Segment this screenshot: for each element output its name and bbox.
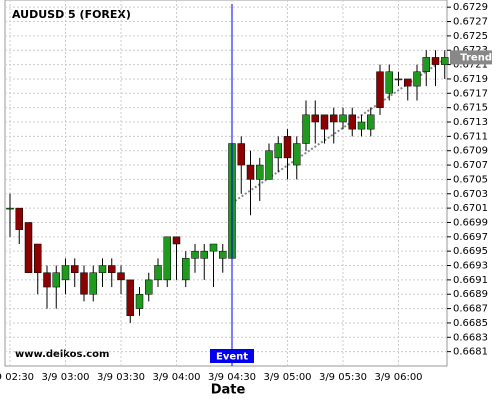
candle-body <box>209 243 218 252</box>
candle-body <box>431 57 440 65</box>
x-tick-label: 3/9 03:00 <box>41 372 89 383</box>
y-tick-label: 0.6713 <box>453 117 488 128</box>
candle-body <box>145 279 153 295</box>
y-tick-label: 0.6687 <box>453 304 488 315</box>
candle-body <box>283 136 292 159</box>
candle-body <box>172 236 181 245</box>
candle-body <box>61 265 70 281</box>
y-tick-label: 0.6693 <box>453 261 488 272</box>
y-tick-label: 0.6695 <box>453 246 488 257</box>
y-tick-label: 0.6703 <box>453 189 488 200</box>
y-tick-label: 0.6721 <box>453 60 488 71</box>
candle-body <box>339 114 347 123</box>
candle-body <box>265 150 273 180</box>
y-tick-label: 0.6685 <box>453 318 488 329</box>
candle-body <box>191 250 199 259</box>
y-tick-label: 0.6707 <box>453 160 488 171</box>
y-tick-label: 0.6715 <box>453 103 488 114</box>
candle-body <box>330 114 338 123</box>
y-tick-label: 0.6729 <box>453 2 488 13</box>
candle-body <box>394 78 403 81</box>
candle-body <box>200 250 208 259</box>
x-tick-label: 3/9 03:30 <box>97 372 145 383</box>
candle-body <box>71 265 79 273</box>
trend-label-box <box>450 50 492 65</box>
trend-line <box>234 56 448 202</box>
plot-frame <box>4 0 448 367</box>
candle-body <box>24 222 33 273</box>
y-tick-label: 0.6683 <box>453 332 488 343</box>
candle-body <box>154 265 162 281</box>
candle-body <box>302 114 310 144</box>
y-tick-label: 0.6711 <box>453 131 488 142</box>
candle-body <box>117 272 125 281</box>
y-tick-label: 0.6717 <box>453 88 488 99</box>
y-tick-label: 0.6697 <box>453 232 488 243</box>
candle-body <box>219 250 227 259</box>
y-tick-label: 0.6689 <box>453 289 488 300</box>
x-tick-label: 3/9 05:00 <box>263 372 311 383</box>
trend-label: Trend <box>460 52 492 63</box>
candle-body <box>422 57 430 73</box>
x-tick-label: 3/9 04:30 <box>208 372 256 383</box>
candle-body <box>320 114 329 130</box>
event-label-box <box>210 349 254 363</box>
candle-body <box>376 71 384 108</box>
candle-body <box>293 143 301 166</box>
candle-body <box>385 71 393 94</box>
candle-body <box>413 71 421 87</box>
y-tick-label: 0.6699 <box>453 217 488 228</box>
candle-body <box>404 78 412 87</box>
x-tick-label: 3/9 05:30 <box>319 372 367 383</box>
y-tick-label: 0.6727 <box>453 17 488 28</box>
candle-body <box>89 272 97 295</box>
candle-body <box>274 143 282 159</box>
candle-body <box>108 265 116 273</box>
candle-body <box>163 236 171 281</box>
x-tick-label: 3/9 02:30 <box>0 372 34 383</box>
candle-body <box>43 272 51 288</box>
chart-title: AUDUSD 5 (FOREX) <box>12 8 131 21</box>
y-tick-label: 0.6691 <box>453 275 488 286</box>
x-tick-label: 3/9 04:00 <box>152 372 200 383</box>
candle-body <box>15 207 23 230</box>
candle-body <box>441 57 449 65</box>
candle-body <box>367 114 375 130</box>
watermark: www.delkos.com <box>15 349 109 360</box>
candle-body <box>182 258 190 281</box>
y-tick-label: 0.6719 <box>453 74 488 85</box>
candle-body <box>256 164 264 180</box>
candle-body <box>357 121 366 130</box>
y-tick-label: 0.6701 <box>453 203 488 214</box>
y-tick-label: 0.6709 <box>453 146 488 157</box>
candle-body <box>80 272 88 295</box>
candle-body <box>246 164 255 180</box>
candle-body <box>126 279 134 317</box>
x-tick-label: 3/9 06:00 <box>374 372 422 383</box>
x-axis-title: Date <box>211 383 246 398</box>
candle-body <box>237 143 245 166</box>
candle-body <box>34 243 42 273</box>
candle-body <box>311 114 319 123</box>
candle-body <box>135 293 144 309</box>
y-tick-label: 0.6725 <box>453 31 488 42</box>
candle-body <box>348 114 356 130</box>
candle-body <box>6 207 14 210</box>
y-tick-label: 0.6705 <box>453 174 488 185</box>
event-label: Event <box>216 352 248 363</box>
y-tick-label: 0.6681 <box>453 347 488 358</box>
candle-body <box>98 265 107 273</box>
candle-body <box>52 272 60 288</box>
